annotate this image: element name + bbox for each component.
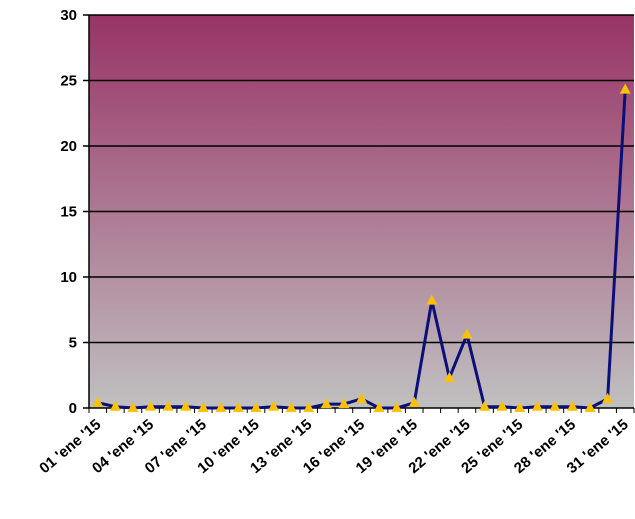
data-point-marker [461, 328, 473, 339]
data-point-marker [391, 402, 403, 412]
data-point-marker [338, 398, 350, 409]
data-point-marker [584, 402, 596, 412]
data-point-marker [443, 371, 455, 382]
data-point-marker [566, 400, 578, 411]
data-point-marker [356, 392, 367, 403]
data-point-marker [162, 400, 174, 411]
data-point-marker [215, 402, 227, 412]
data-point-marker [426, 294, 438, 305]
data-point-marker [531, 400, 543, 411]
data-point-marker [303, 402, 315, 412]
data-point-marker [619, 83, 631, 94]
data-point-marker [373, 402, 385, 412]
y-tick-label: 15 [60, 204, 77, 221]
y-tick-label: 20 [60, 138, 77, 155]
data-point-marker [549, 400, 561, 411]
data-point-marker [268, 400, 280, 411]
data-point-marker [320, 398, 332, 409]
y-tick-label: 0 [69, 400, 77, 417]
data-point-marker [408, 396, 420, 407]
data-point-marker [285, 402, 297, 412]
data-point-marker [250, 402, 262, 412]
data-point-marker [602, 392, 614, 403]
data-point-marker [514, 402, 526, 412]
data-point-marker [145, 400, 157, 411]
y-tick-label: 10 [60, 269, 77, 286]
data-point-marker [232, 402, 244, 412]
y-tick-label: 25 [60, 73, 77, 90]
data-point-marker [496, 400, 508, 411]
data-point-marker [92, 396, 104, 407]
data-point-marker [479, 400, 491, 411]
data-point-marker [127, 402, 139, 412]
y-tick-label: 30 [60, 7, 77, 24]
data-point-marker [109, 400, 121, 411]
data-point-marker [180, 400, 192, 411]
y-tick-label: 5 [69, 335, 77, 352]
data-point-marker [197, 402, 209, 412]
